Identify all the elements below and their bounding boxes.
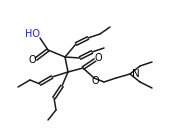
Text: HO: HO <box>24 29 39 39</box>
Text: O: O <box>94 53 102 63</box>
Text: O: O <box>91 76 99 86</box>
Text: O: O <box>28 55 36 65</box>
Text: N: N <box>132 69 140 79</box>
